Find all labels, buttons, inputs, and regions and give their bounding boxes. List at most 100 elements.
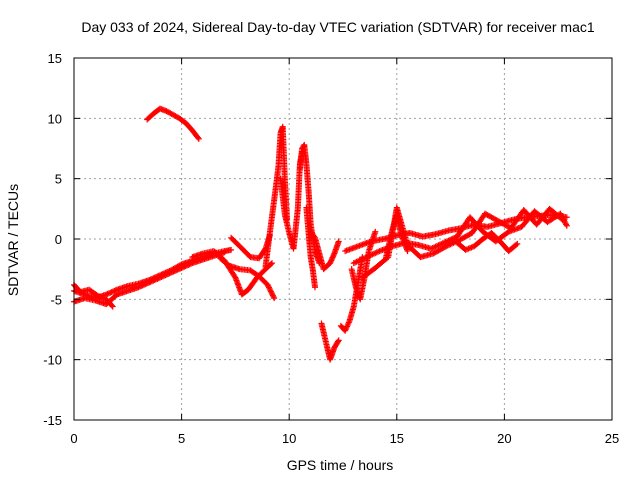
data-point <box>135 284 142 291</box>
data-point <box>442 243 449 250</box>
data-point <box>342 327 349 334</box>
data-point <box>269 292 276 299</box>
data-point <box>343 324 350 331</box>
data-point <box>345 319 352 326</box>
series-mid-a <box>217 255 278 302</box>
data-point <box>153 276 160 283</box>
data-point <box>267 288 274 295</box>
data-point <box>328 257 335 264</box>
x-axis-label: GPS time / hours <box>287 457 394 473</box>
data-points <box>71 105 570 363</box>
data-point <box>112 287 119 294</box>
data-point <box>182 263 189 270</box>
y-tick-label: 15 <box>48 51 62 66</box>
data-point <box>179 264 186 271</box>
data-point <box>157 274 164 281</box>
data-point <box>563 221 570 228</box>
data-point <box>372 228 379 235</box>
data-point <box>228 246 235 253</box>
data-point <box>183 262 190 269</box>
data-point <box>169 269 176 276</box>
data-point <box>110 288 117 295</box>
data-point <box>104 290 111 297</box>
data-point <box>195 135 202 142</box>
series-ring-a <box>454 229 521 255</box>
data-point <box>143 280 150 287</box>
data-point <box>107 289 114 296</box>
data-point <box>563 222 570 229</box>
data-point <box>149 278 156 285</box>
data-point <box>330 253 337 260</box>
data-point <box>344 322 351 329</box>
data-point <box>144 280 151 287</box>
series-drop-a <box>189 248 275 298</box>
data-point <box>269 291 276 298</box>
series-dip-c <box>337 254 366 334</box>
data-point <box>271 295 278 302</box>
data-point <box>194 134 201 141</box>
y-tick-label: -10 <box>43 353 62 368</box>
data-point <box>181 263 188 270</box>
data-point <box>139 282 146 289</box>
data-point <box>268 289 275 296</box>
data-point <box>264 281 271 288</box>
data-point <box>146 279 153 286</box>
data-point <box>111 287 118 294</box>
data-point <box>140 281 147 288</box>
data-point <box>188 260 195 267</box>
data-point <box>265 284 272 291</box>
chart-title: Day 033 of 2024, Sidereal Day-to-day VTE… <box>81 19 594 35</box>
x-tick-label: 5 <box>178 431 185 446</box>
data-point <box>335 337 342 344</box>
data-point <box>162 272 169 279</box>
y-tick-label: 5 <box>55 172 62 187</box>
data-point <box>147 278 154 285</box>
data-point <box>345 320 352 327</box>
data-point <box>177 265 184 272</box>
data-point <box>404 248 411 255</box>
data-point <box>342 326 349 333</box>
data-point <box>108 289 115 296</box>
series-arc-early <box>144 105 202 142</box>
data-point <box>178 264 185 271</box>
data-point <box>270 293 277 300</box>
y-tick-label: 10 <box>48 111 62 126</box>
data-point <box>161 272 168 279</box>
data-point <box>138 283 145 290</box>
x-tick-label: 15 <box>390 431 404 446</box>
data-point <box>159 273 166 280</box>
data-point <box>108 302 115 309</box>
data-point <box>155 275 162 282</box>
data-point <box>265 283 272 290</box>
x-tick-label: 10 <box>282 431 296 446</box>
data-point <box>186 261 193 268</box>
grid-lines <box>74 58 612 420</box>
data-point <box>151 277 158 284</box>
data-point <box>558 215 565 222</box>
data-point <box>150 277 157 284</box>
data-point <box>328 255 335 262</box>
series-dip-a <box>307 228 342 273</box>
data-point <box>163 271 170 278</box>
y-axis-label: SDTVAR / TECUs <box>5 184 21 296</box>
data-point <box>559 216 566 223</box>
data-point <box>514 240 521 247</box>
data-point <box>335 238 342 245</box>
data-point <box>158 274 165 281</box>
data-point <box>329 254 336 261</box>
data-point <box>185 261 192 268</box>
series-baseline-c <box>71 281 116 310</box>
series-spike-b-down <box>303 204 319 291</box>
data-point <box>327 258 334 265</box>
data-point <box>268 260 275 267</box>
data-point <box>166 270 173 277</box>
data-point <box>231 273 238 280</box>
data-point <box>154 275 161 282</box>
x-tick-label: 20 <box>497 431 511 446</box>
data-point <box>142 281 149 288</box>
data-point <box>266 285 273 292</box>
y-tick-label: -15 <box>43 413 62 428</box>
data-point <box>221 249 228 256</box>
